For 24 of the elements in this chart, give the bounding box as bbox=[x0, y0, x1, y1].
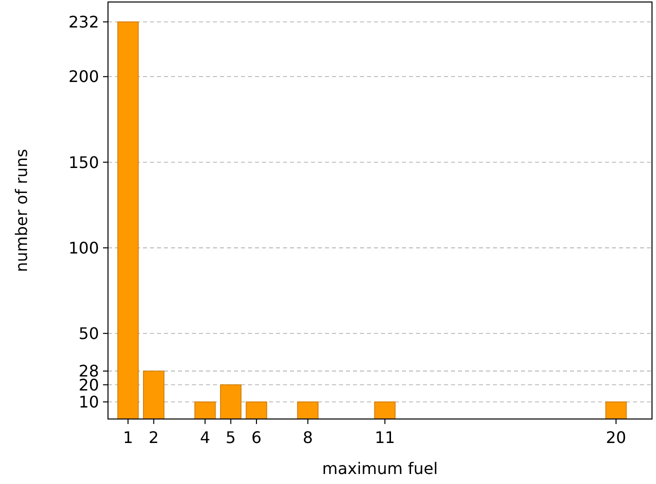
x-axis-title: maximum fuel bbox=[322, 459, 438, 478]
bar bbox=[143, 370, 164, 420]
x-tick-label: 4 bbox=[200, 428, 210, 447]
y-tick-label: 150 bbox=[68, 152, 99, 172]
x-tick-label: 11 bbox=[374, 428, 396, 447]
bar bbox=[605, 401, 627, 420]
y-tick-label: 100 bbox=[68, 238, 99, 258]
y-tick-label: 200 bbox=[68, 67, 99, 86]
x-tick-label: 6 bbox=[251, 428, 262, 447]
y-tick-label: 50 bbox=[78, 324, 99, 344]
y-axis-title: number of runs bbox=[12, 148, 31, 272]
x-tick-label: 2 bbox=[148, 428, 159, 447]
x-tick-label: 5 bbox=[226, 428, 236, 447]
y-tick-label: 232 bbox=[68, 12, 99, 32]
x-tick-label: 8 bbox=[302, 428, 313, 447]
bar bbox=[246, 401, 268, 420]
x-tick-label: 1 bbox=[122, 428, 134, 447]
y-tick-label: 10 bbox=[78, 392, 99, 412]
bar bbox=[297, 401, 318, 420]
x-tick-label: 20 bbox=[606, 428, 626, 447]
bar bbox=[374, 401, 396, 420]
bar bbox=[220, 384, 242, 420]
bar bbox=[194, 401, 216, 420]
bar bbox=[117, 21, 139, 420]
